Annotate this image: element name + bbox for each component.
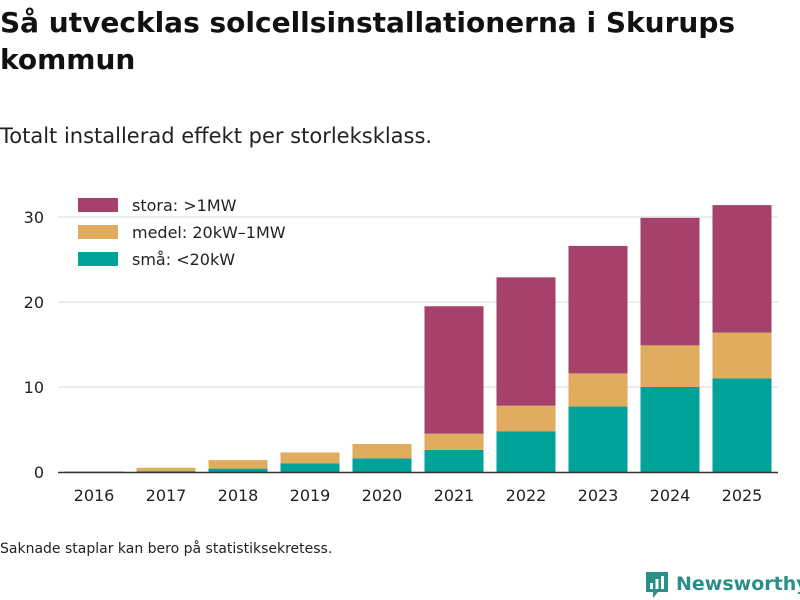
bar-segment (568, 406, 628, 472)
y-tick-label: 30 (24, 208, 44, 227)
bar-segment (640, 345, 700, 387)
legend-label: medel: 20kW–1MW (132, 223, 286, 242)
bar-segment (280, 463, 340, 472)
chart-subtitle: Totalt installerad effekt per storlekskl… (0, 124, 433, 148)
brand-name: Newsworthy (676, 573, 800, 595)
x-tick-label: 2019 (290, 486, 331, 505)
bar-segment (568, 373, 628, 407)
x-tick-label: 2025 (722, 486, 763, 505)
y-tick-label: 0 (34, 463, 44, 482)
legend-swatch (78, 252, 118, 266)
bar-segment (712, 332, 772, 379)
bar-segment (640, 217, 700, 346)
bar-segment (136, 471, 196, 472)
bar-segment (712, 205, 772, 333)
bar-segment (136, 467, 196, 472)
chart-title: Så utvecklas solcellsinstallationerna i … (0, 6, 736, 76)
x-tick-label: 2017 (146, 486, 187, 505)
newsworthy-logo-icon (646, 572, 668, 598)
bar-segment (424, 433, 484, 450)
legend-label: små: <20kW (132, 250, 235, 269)
x-tick-label: 2024 (650, 486, 691, 505)
bar-segment (424, 306, 484, 434)
legend-label: stora: >1MW (132, 196, 237, 215)
x-tick-label: 2023 (578, 486, 619, 505)
footnote: Saknade staplar kan bero på statistiksek… (0, 541, 333, 557)
legend-swatch (78, 225, 118, 239)
bar-segment (280, 452, 340, 464)
bar-segment (496, 405, 556, 432)
x-tick-label: 2021 (434, 486, 475, 505)
stacked-bar-chart: 0 10 20 30 2016 2017 2018 2019 2020 2021 2022 2023 2… (24, 196, 778, 505)
bar-segment (640, 387, 700, 472)
x-tick-label: 2016 (74, 486, 115, 505)
bar-segment (496, 431, 556, 472)
bar-segment (496, 277, 556, 406)
bar-segment (352, 458, 412, 472)
x-tick-label: 2022 (506, 486, 547, 505)
bar-segment (208, 460, 268, 469)
bar-segment (424, 449, 484, 472)
legend-swatch (78, 198, 118, 212)
y-tick-label: 10 (24, 378, 44, 397)
bar-segment (352, 443, 412, 459)
y-tick-label: 20 (24, 293, 44, 312)
bar-segment (568, 245, 628, 374)
bar-segment (208, 468, 268, 472)
x-tick-label: 2018 (218, 486, 259, 505)
x-tick-label: 2020 (362, 486, 403, 505)
bar-segment (712, 378, 772, 472)
brand-logo: Newsworthy (644, 568, 800, 600)
